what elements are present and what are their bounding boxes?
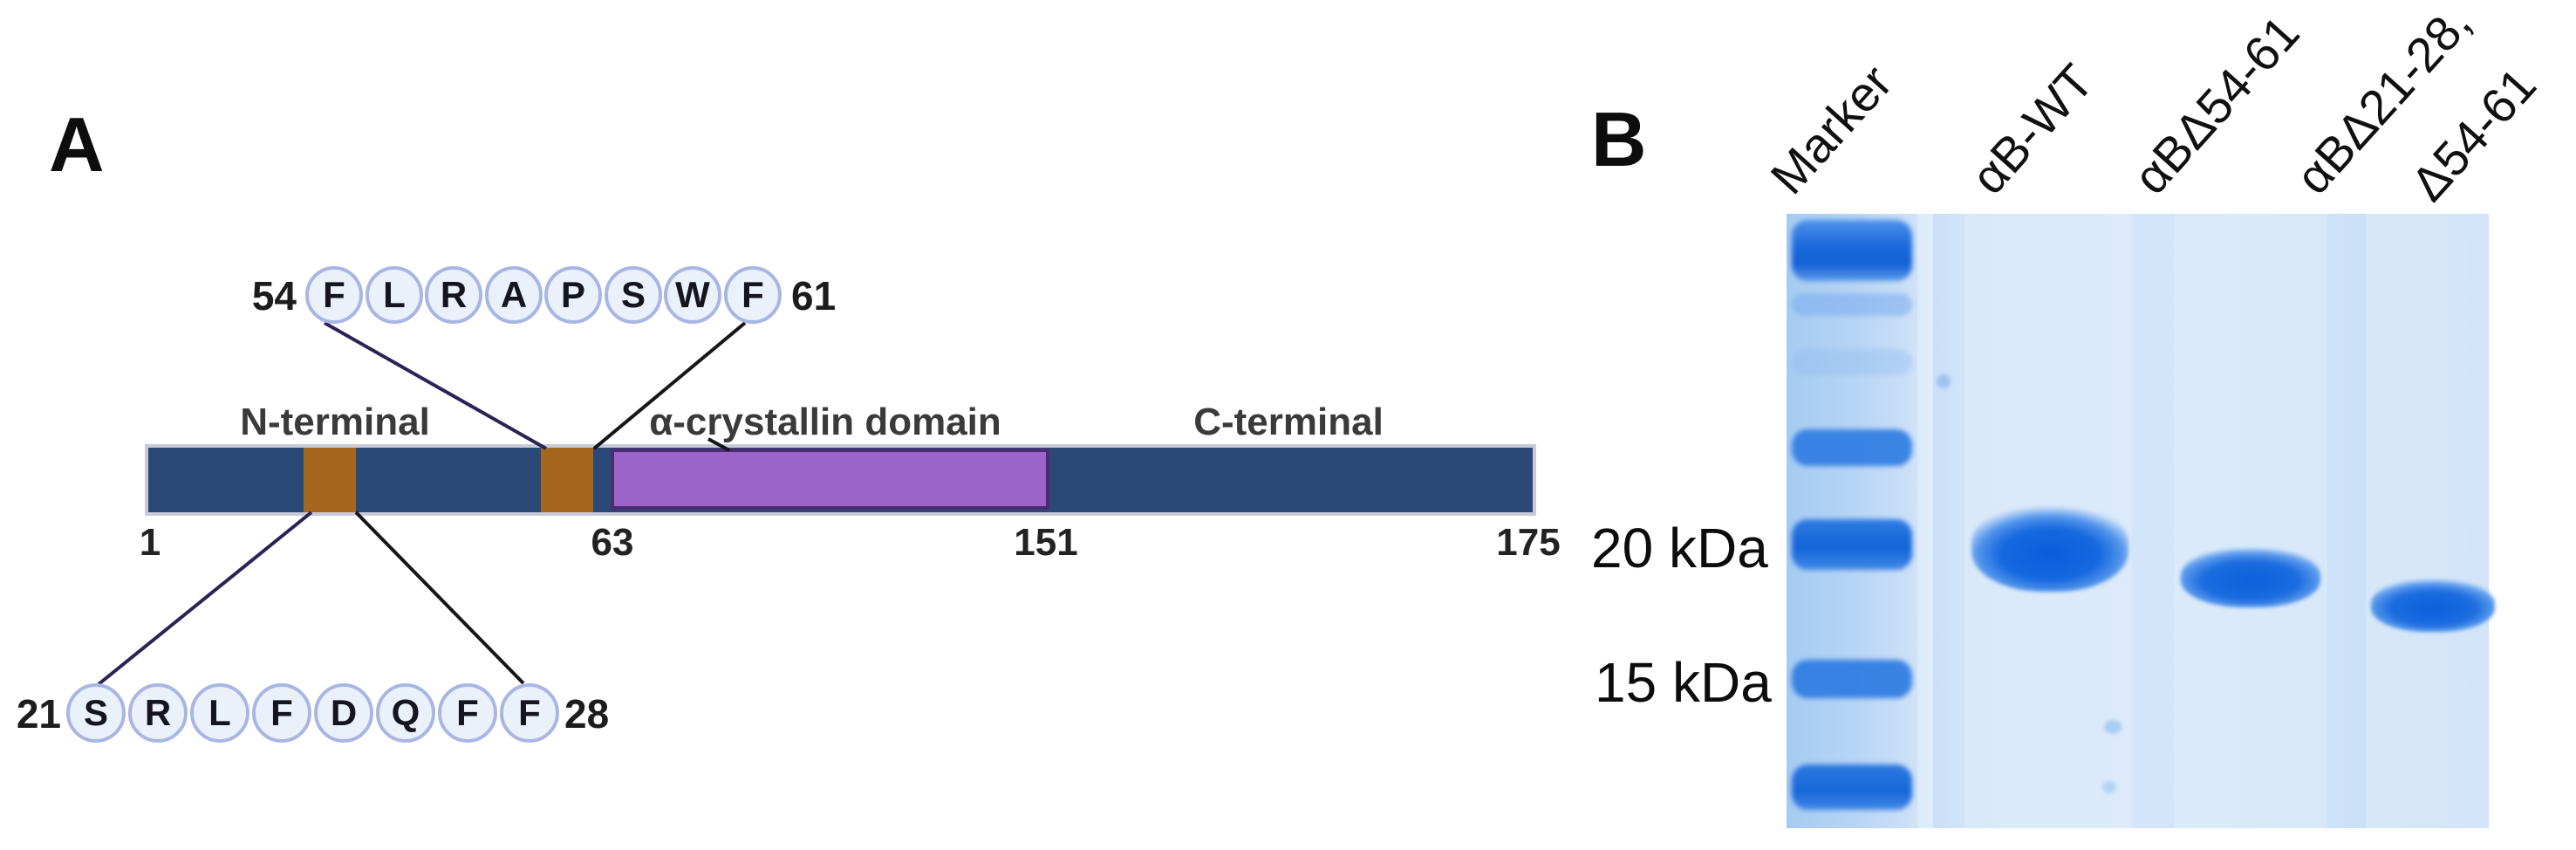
line-acd-label-connector (707, 437, 730, 452)
residue-circle-w60: W (664, 266, 721, 324)
residue-circle-s21: S (66, 683, 126, 743)
c-terminal-label: C-terminal (1193, 401, 1384, 443)
tick-1: 1 (139, 521, 161, 564)
insert-segment-54-61 (541, 448, 593, 512)
residue-circle-r56: R (425, 266, 482, 324)
insert-segment-21-28 (304, 448, 356, 512)
gel-spot-1 (1937, 374, 1951, 388)
band-ab-d21-28-d54-61 (2371, 579, 2495, 632)
bottom-peptide-start-num: 21 (16, 691, 61, 737)
gel-spot-3 (2102, 781, 2116, 793)
gel-lane-d21-28-d54-61 (2366, 214, 2489, 828)
weight-label-15kda: 15 kDa (1595, 651, 1772, 714)
residue-circle-d25: D (314, 683, 373, 743)
marker-band-3-20kda (1792, 519, 1912, 570)
top-peptide-start-num: 54 (251, 273, 297, 319)
bottom-peptide-end-num: 28 (564, 691, 610, 737)
line-bottom-peptide-right (354, 511, 525, 685)
marker-band-2 (1792, 429, 1912, 466)
tick-63: 63 (591, 521, 634, 564)
tick-175: 175 (1496, 521, 1561, 564)
residue-circle-f27: F (438, 683, 497, 743)
gel-spot-2 (2104, 720, 2122, 734)
sds-page-gel-image (1787, 214, 2495, 828)
band-ab-d54-61 (2181, 548, 2320, 607)
residue-circle-f54: F (305, 266, 363, 324)
residue-circle-l23: L (190, 683, 249, 743)
line-top-peptide-right (592, 321, 747, 450)
residue-circle-s59: S (605, 266, 662, 324)
gel-lane-divider (1917, 214, 1933, 828)
residue-circle-f28: F (500, 683, 559, 743)
panel-a-label: A (49, 101, 105, 188)
alpha-crystallin-domain-segment (611, 449, 1049, 510)
residue-circle-p58: P (544, 266, 602, 324)
residue-circle-a57: A (485, 266, 543, 324)
marker-band-4-15kda (1792, 660, 1912, 698)
panel-b-label: B (1591, 96, 1647, 182)
band-ab-wt (1971, 503, 2128, 592)
acd-label: α-crystallin domain (649, 401, 1001, 443)
marker-band-1 (1792, 220, 1912, 281)
weight-label-20kda: 20 kDa (1591, 517, 1768, 579)
residue-circle-f24: F (252, 683, 311, 743)
line-bottom-peptide-left (97, 511, 313, 686)
gel-lane-d54-61 (2174, 214, 2327, 828)
tick-151: 151 (1014, 521, 1078, 564)
residue-circle-f61: F (724, 266, 782, 324)
top-peptide-end-num: 61 (791, 273, 837, 319)
line-top-peptide-left (324, 321, 547, 450)
residue-circle-q26: Q (376, 683, 435, 743)
n-terminal-label: N-terminal (240, 401, 430, 443)
marker-band-smear-2 (1792, 349, 1912, 375)
residue-circle-l55: L (366, 266, 423, 324)
residue-circle-r22: R (128, 683, 188, 743)
marker-band-5 (1792, 764, 1912, 810)
marker-band-smear-1 (1792, 293, 1912, 316)
